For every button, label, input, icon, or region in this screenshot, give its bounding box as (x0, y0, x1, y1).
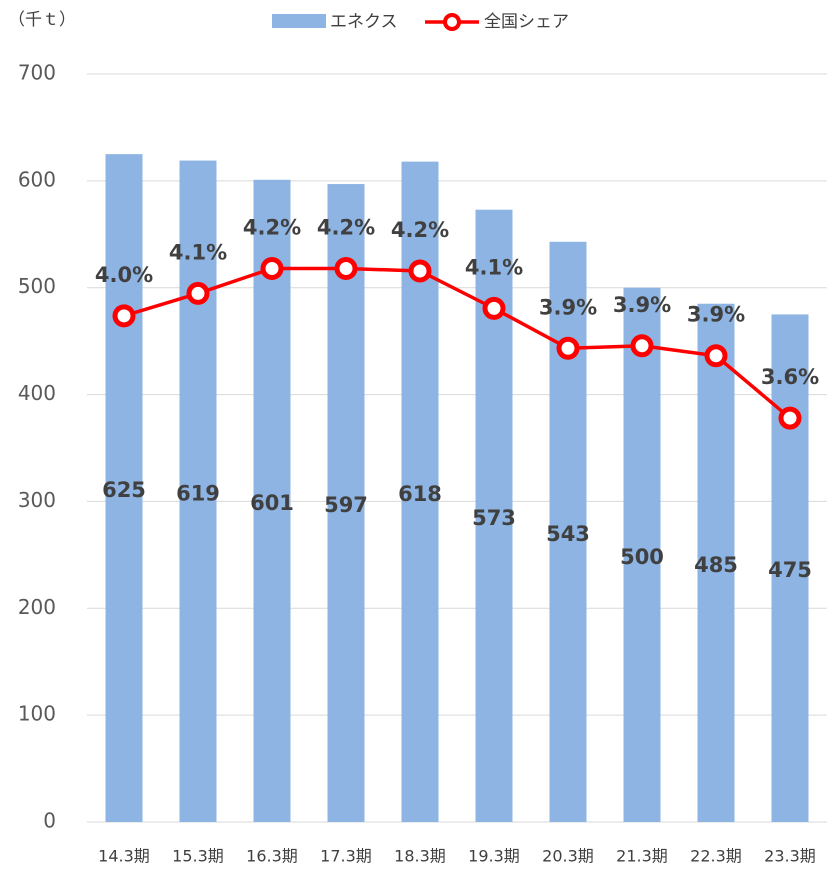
share-value-label: 3.9% (613, 293, 671, 317)
share-value-label: 4.1% (465, 255, 523, 279)
y-tick-label: 600 (18, 167, 56, 191)
x-tick-label: 17.3期 (320, 847, 372, 866)
bar-value-label: 601 (250, 491, 294, 515)
share-value-label: 4.2% (243, 215, 301, 239)
bar (327, 184, 365, 822)
bar-value-label: 475 (768, 558, 812, 582)
share-point (482, 296, 506, 320)
y-tick-label: 300 (18, 488, 56, 512)
legend-swatch (272, 14, 326, 28)
share-point (112, 304, 136, 328)
share-value-label: 4.2% (317, 215, 375, 239)
y-tick-label: 700 (18, 61, 56, 85)
bar-value-label: 485 (694, 553, 738, 577)
share-value-label: 4.1% (169, 240, 227, 264)
x-tick-label: 18.3期 (394, 847, 446, 866)
y-tick-label: 200 (18, 595, 56, 619)
share-point (630, 334, 654, 358)
bar (697, 303, 735, 822)
share-point (704, 344, 728, 368)
share-value-label: 3.9% (539, 295, 597, 319)
x-tick-label: 21.3期 (616, 847, 668, 866)
bar-value-label: 625 (102, 478, 146, 502)
share-value-label: 4.2% (391, 218, 449, 242)
share-line (123, 266, 792, 420)
y-axis-label: （千ｔ） (8, 10, 76, 30)
bar-value-label: 619 (176, 481, 220, 505)
bar-value-label: 618 (398, 482, 442, 506)
legend-label: 全国シェア (484, 12, 569, 32)
share-point (334, 256, 358, 280)
bar-value-label: 573 (472, 506, 516, 530)
y-tick-label: 500 (18, 274, 56, 298)
bar-value-label: 543 (546, 522, 590, 546)
share-point (186, 281, 210, 305)
x-tick-label: 20.3期 (542, 847, 594, 866)
x-tick-label: 19.3期 (468, 847, 520, 866)
share-point (556, 336, 580, 360)
x-tick-label: 14.3期 (98, 847, 150, 866)
x-tick-label: 15.3期 (172, 847, 224, 866)
share-value-label: 3.6% (761, 365, 819, 389)
share-point (408, 259, 432, 283)
bar (105, 154, 143, 823)
legend-marker (443, 13, 461, 31)
bar (253, 179, 291, 822)
share-value-label: 3.9% (687, 303, 745, 327)
share-point (260, 256, 284, 280)
bar (623, 287, 661, 822)
bar-value-label: 597 (324, 493, 368, 517)
y-tick-label: 0 (43, 809, 56, 833)
y-tick-label: 100 (18, 702, 56, 726)
share-point (778, 406, 802, 430)
x-tick-label: 16.3期 (246, 847, 298, 866)
x-tick-label: 23.3期 (764, 847, 816, 866)
bar (771, 314, 809, 822)
bar-value-label: 500 (620, 545, 664, 569)
legend-label: エネクス (330, 12, 398, 32)
y-tick-label: 400 (18, 381, 56, 405)
share-value-label: 4.0% (95, 263, 153, 287)
x-tick-label: 22.3期 (690, 847, 742, 866)
bar (179, 160, 217, 822)
